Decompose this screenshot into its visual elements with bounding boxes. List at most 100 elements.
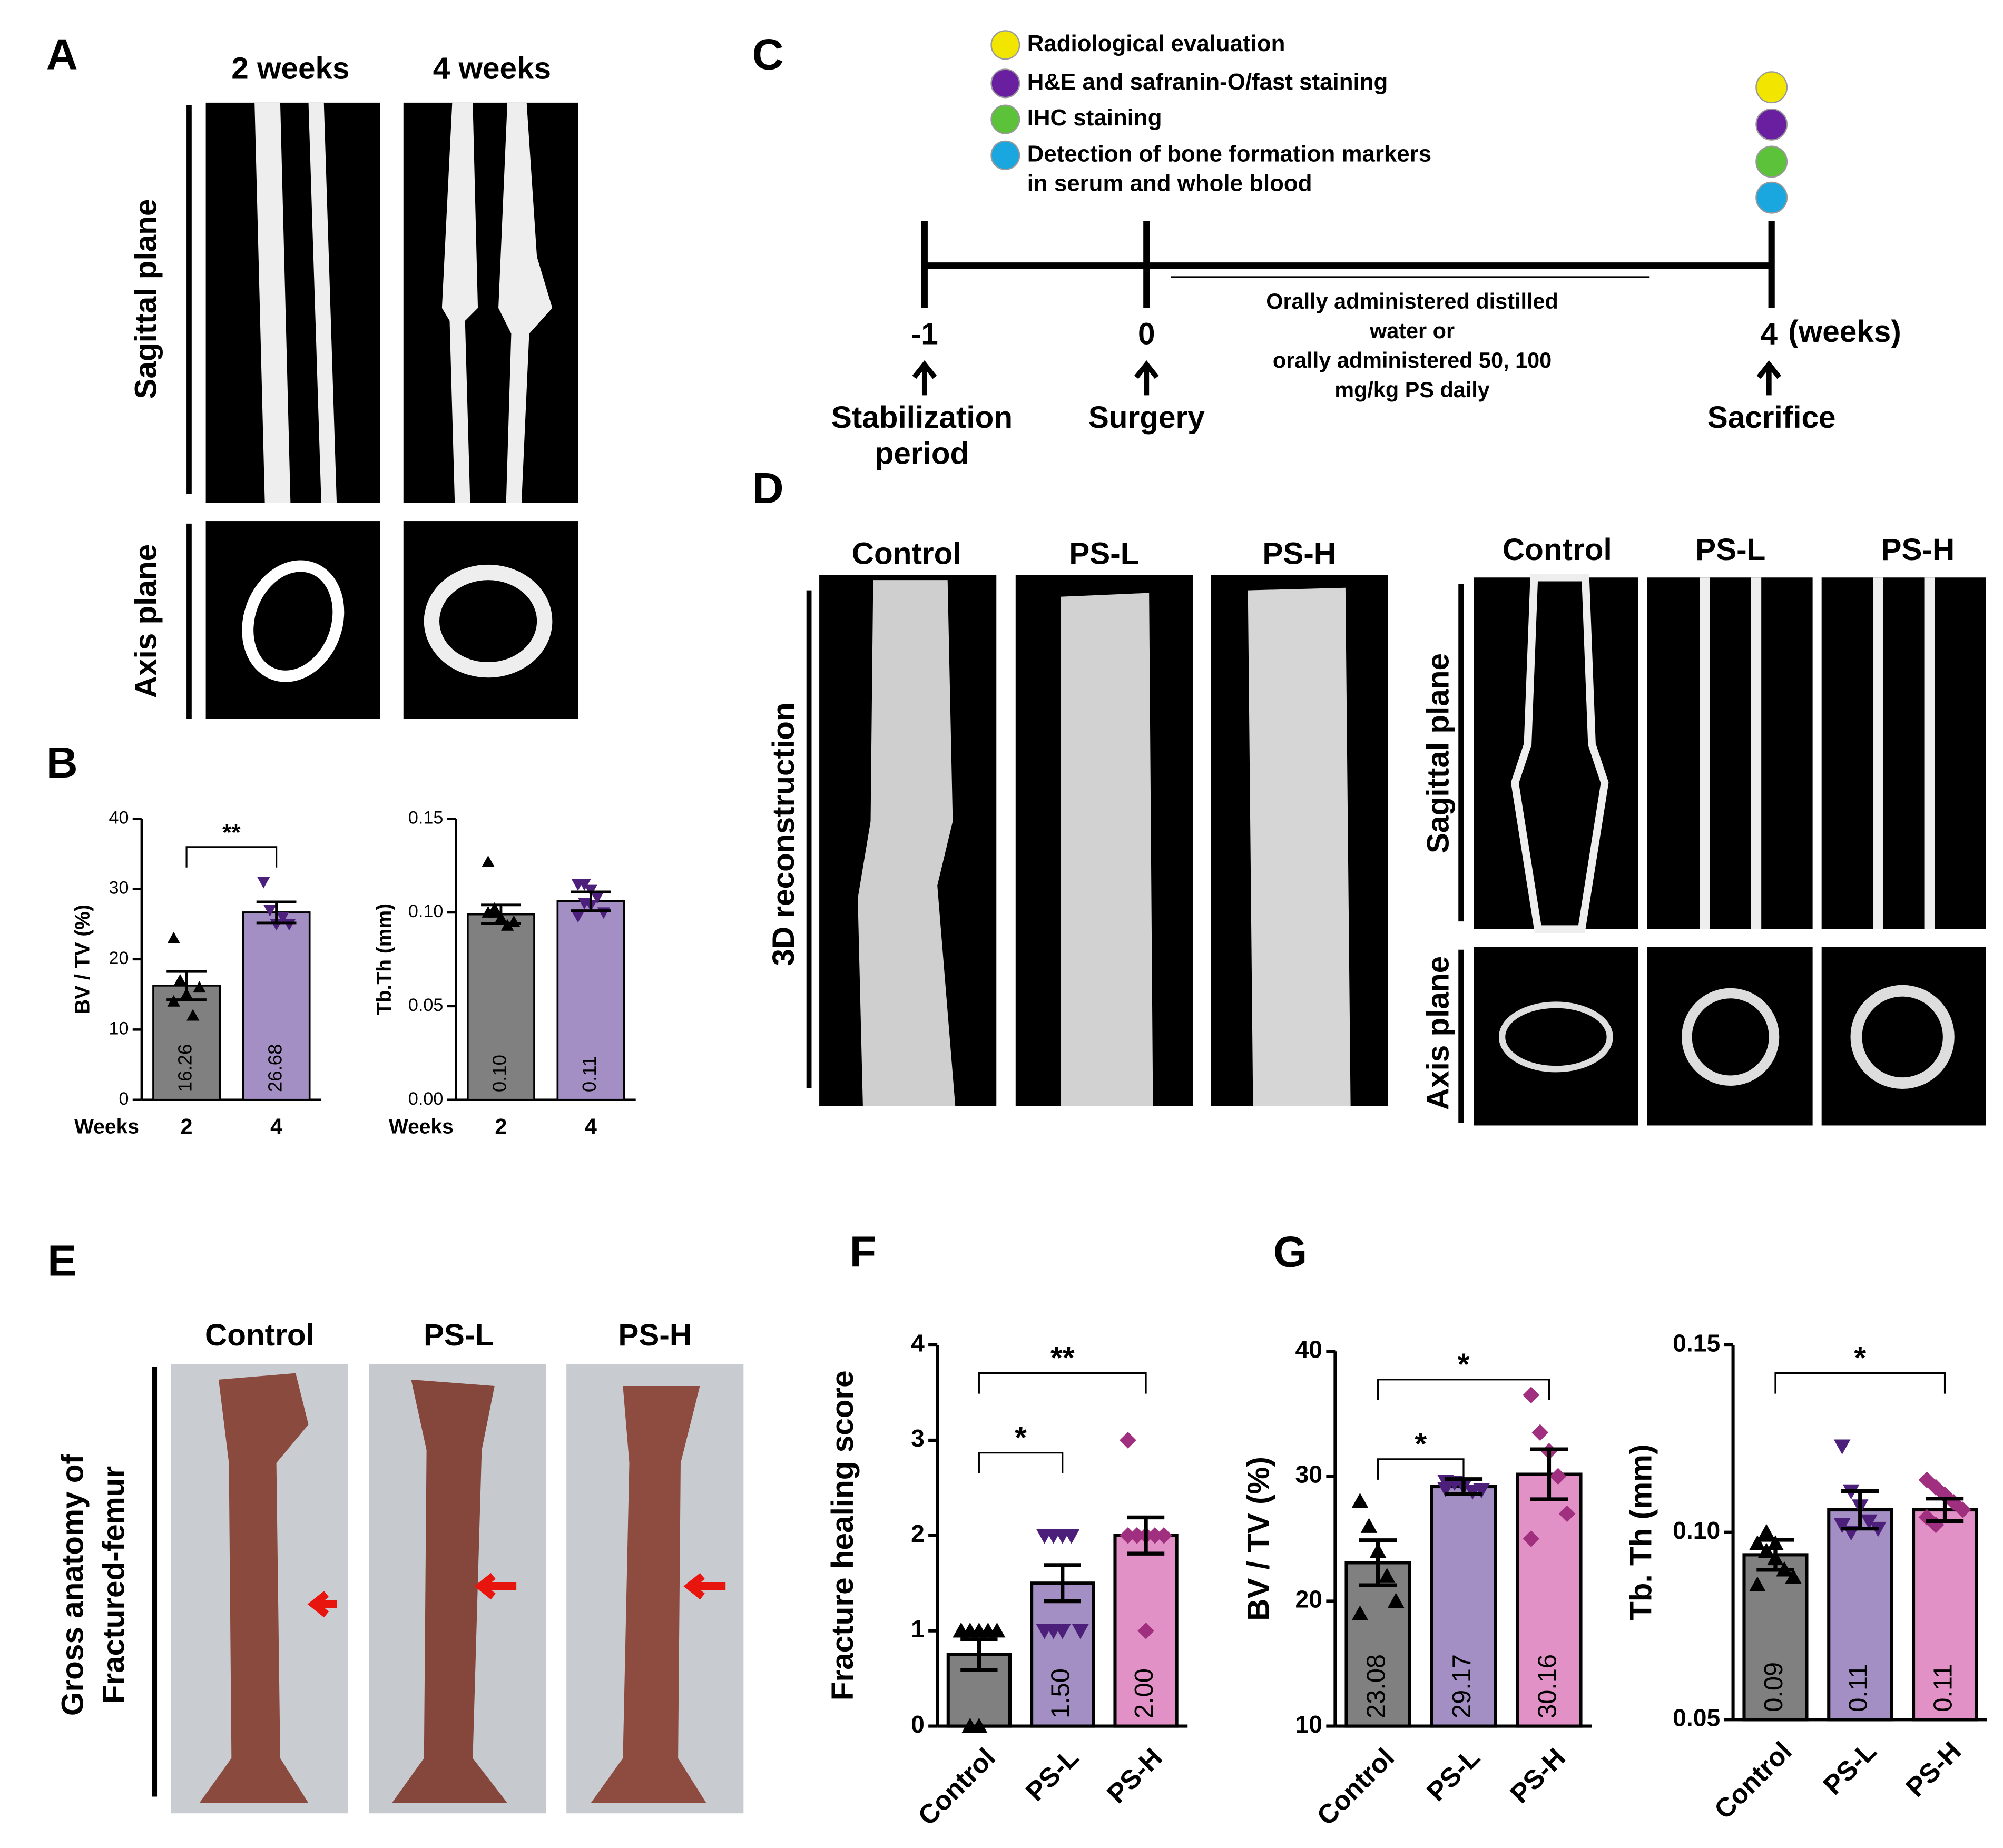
y-tick-label: 0.15	[408, 808, 443, 828]
row-label: Sagittal plane	[129, 199, 163, 399]
significance-bracket	[1774, 1372, 1946, 1394]
row-label: Gross anatomy of	[56, 1454, 90, 1716]
ct-bone	[1873, 577, 1935, 929]
y-tick-label: 20	[1295, 1586, 1322, 1613]
value-label: 0.11	[578, 1056, 600, 1092]
y-axis-label: Tb.Th (mm)	[373, 903, 396, 1015]
value-label: 16.26	[174, 1044, 196, 1092]
row-label: Fractured-femur	[97, 1466, 131, 1704]
ct-bone	[242, 560, 345, 682]
y-tick-label: 0.00	[408, 1089, 443, 1109]
data-point	[1833, 1439, 1851, 1454]
bar	[466, 913, 535, 1101]
ct-bone	[424, 564, 553, 678]
group-label: PS-L	[1695, 533, 1765, 567]
data-point	[1072, 1624, 1089, 1639]
bone-render	[1248, 587, 1351, 1106]
significance-label: *	[1854, 1341, 1866, 1375]
x-tick-label: PS-H	[1504, 1742, 1571, 1809]
value-label: 30.16	[1533, 1654, 1562, 1718]
data-point	[173, 974, 187, 986]
value-label: 0.10	[489, 1055, 510, 1092]
ct-image	[1821, 577, 1986, 929]
error-bar	[1044, 1563, 1081, 1604]
significance-bracket	[185, 846, 278, 868]
group-label: PS-H	[618, 1318, 692, 1352]
error-bar	[571, 890, 611, 912]
x-axis-label: Weeks	[74, 1116, 139, 1138]
group-label: Control	[852, 536, 961, 571]
value-label: 2.00	[1130, 1668, 1158, 1718]
error-bar	[1127, 1515, 1165, 1556]
significance-label: **	[1050, 1341, 1075, 1375]
x-tick-label: Control	[1311, 1742, 1400, 1831]
value-label: 23.08	[1362, 1654, 1390, 1718]
legend-text: H&E and safranin-O/fast staining	[1027, 69, 1388, 95]
arrow	[912, 360, 1782, 396]
data-point	[1523, 1387, 1540, 1404]
red-arrow	[307, 1590, 337, 1618]
panel-label: D	[752, 464, 784, 513]
treatment-text: Orally administered distilled	[1266, 289, 1558, 313]
femur	[391, 1379, 508, 1803]
significance-label: **	[222, 820, 241, 846]
value-label: 1.50	[1047, 1668, 1075, 1718]
treatment-text: orally administered 50, 100	[1273, 348, 1552, 372]
data-point	[263, 905, 277, 917]
data-point	[1437, 1482, 1454, 1497]
y-tick-label: 2	[911, 1520, 925, 1547]
error-bar	[1756, 1538, 1794, 1572]
x-tick-label: Control	[912, 1742, 1001, 1831]
error-bar	[256, 900, 297, 925]
x-tick-label: 4	[585, 1114, 597, 1138]
group-label: Control	[1503, 533, 1612, 567]
treatment-text: mg/kg PS daily	[1334, 378, 1490, 402]
value-label: 0.11	[1844, 1664, 1873, 1712]
data-point	[482, 855, 495, 867]
legend-text: Detection of bone formation markers	[1027, 141, 1431, 166]
y-tick-label: 20	[109, 948, 129, 968]
row-label: Axis plane	[1421, 956, 1456, 1110]
data-point	[1351, 1605, 1369, 1620]
endpoint-ball	[1755, 181, 1788, 214]
data-point	[1758, 1523, 1775, 1539]
y-tick-label: 4	[911, 1329, 925, 1356]
x-axis-label: Weeks	[389, 1116, 454, 1138]
error-bar	[960, 1637, 998, 1672]
x-tick-label: PS-L	[1421, 1742, 1486, 1807]
error-bar	[1841, 1489, 1879, 1531]
legend-text: IHC staining	[1027, 105, 1162, 131]
endpoint-ball	[1755, 71, 1788, 104]
y-tick-label: 0.10	[1673, 1517, 1720, 1544]
row-label: Sagittal plane	[1421, 653, 1456, 853]
data-point	[1360, 1518, 1378, 1533]
y-axis-label: BV / TV (%)	[71, 905, 94, 1014]
error-bar	[481, 903, 521, 925]
panel-label: C	[752, 30, 784, 79]
data-point	[1531, 1424, 1549, 1441]
y-tick-label: 10	[1295, 1711, 1322, 1738]
group-label: PS-L	[424, 1318, 494, 1352]
data-point	[1749, 1576, 1766, 1591]
data-point	[953, 1622, 970, 1638]
ct-bone	[441, 102, 553, 503]
data-point	[1378, 1568, 1396, 1583]
event-label: period	[875, 436, 969, 470]
ct-image	[205, 102, 380, 503]
data-point	[988, 1622, 1006, 1638]
timepoint: 4	[1761, 317, 1778, 351]
ct-image	[1647, 947, 1813, 1126]
significance-bracket	[1377, 1458, 1465, 1480]
group-label: PS-L	[1069, 536, 1139, 571]
x-tick-label: 2	[495, 1114, 507, 1138]
femur	[591, 1386, 706, 1803]
bone-render	[1061, 593, 1153, 1106]
data-point	[186, 1009, 200, 1021]
data-point	[591, 892, 604, 904]
data-point	[1063, 1529, 1080, 1544]
column-label: 2 weeks	[231, 51, 349, 85]
panel-a: 2 weeks 4 weeks Sagittal plane Axis plan…	[129, 51, 578, 719]
row-label: Axis plane	[129, 544, 163, 698]
